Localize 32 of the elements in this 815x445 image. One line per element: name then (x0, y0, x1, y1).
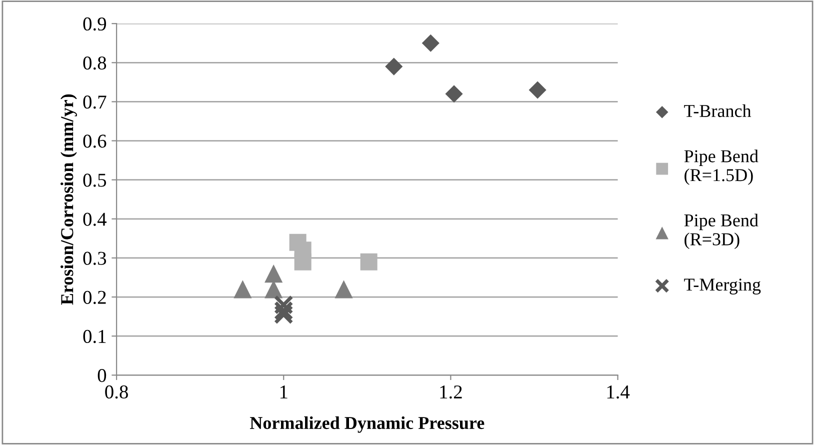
point (274, 304, 294, 324)
point (234, 280, 252, 298)
point (422, 34, 440, 52)
legend-label: Pipe Bend (R=1.5D) (684, 150, 758, 185)
point (528, 81, 546, 99)
point (274, 301, 294, 320)
point (360, 253, 378, 270)
point (334, 280, 353, 298)
legend-label: Pipe Bend (R=3D) (684, 214, 758, 250)
y-tick-label: 0.3 (83, 252, 106, 265)
y-tick-label: 0.2 (83, 290, 106, 304)
point (274, 295, 294, 314)
y-tick-label: 0.7 (83, 96, 106, 109)
y-axis-title: Erosion/Corrosion (mm/yr) (60, 94, 77, 305)
x-tick-label: 1.4 (607, 386, 630, 399)
y-tick-label: 0.9 (83, 17, 106, 31)
point (264, 264, 283, 283)
y-tick-label: 0.1 (83, 330, 106, 344)
legend-label: T-Merging (684, 278, 761, 294)
x-tick-label: 0.8 (105, 385, 128, 399)
legend-label: T-Branch (684, 104, 752, 118)
y-tick-label: 0 (98, 368, 106, 382)
x-axis-title: Normalized Dynamic Pressure (250, 416, 484, 433)
y-tick-label: 0.4 (83, 212, 107, 226)
y-tick-label: 0.6 (83, 134, 106, 148)
y-tick-label: 0.8 (83, 56, 106, 70)
point (294, 253, 312, 270)
y-tick-label: 0.5 (83, 174, 106, 187)
point (445, 85, 463, 103)
point (385, 58, 403, 76)
x-tick-label: 1.2 (440, 385, 462, 399)
x-tick-label: 1 (280, 386, 288, 398)
